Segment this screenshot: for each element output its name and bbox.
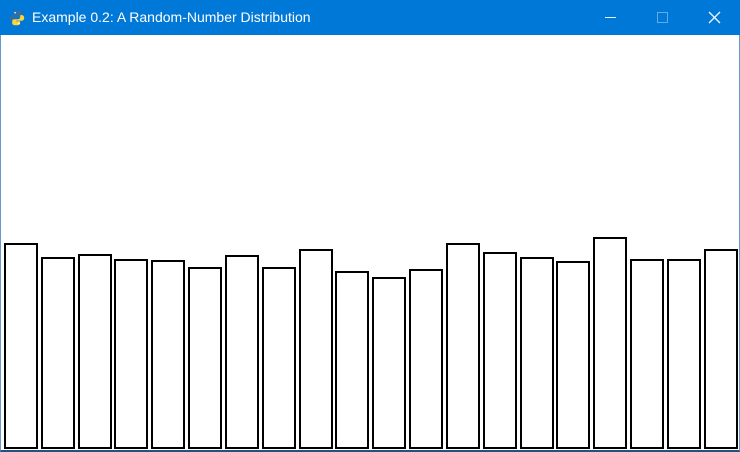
minimize-icon [604, 16, 616, 19]
maximize-icon [656, 12, 668, 23]
histogram-bar [335, 271, 369, 449]
histogram-bar [520, 257, 554, 449]
histogram-bar [188, 267, 222, 449]
minimize-button[interactable] [584, 0, 636, 35]
maximize-button[interactable] [636, 0, 688, 35]
histogram-bar [446, 243, 480, 449]
histogram-bar [630, 259, 664, 449]
window-title: Example 0.2: A Random-Number Distributio… [32, 9, 311, 25]
histogram-bar [483, 252, 517, 449]
histogram-bar [667, 259, 701, 449]
python-logo-icon[interactable] [9, 10, 25, 26]
titlebar[interactable]: Example 0.2: A Random-Number Distributio… [0, 0, 740, 35]
histogram-bar [225, 255, 259, 449]
histogram-bar [78, 254, 112, 449]
histogram-bar [556, 261, 590, 449]
histogram-bar [704, 249, 738, 449]
histogram-bar [409, 269, 443, 449]
window-controls [584, 0, 740, 35]
histogram-bar [114, 259, 148, 449]
histogram-canvas [0, 35, 740, 452]
histogram-bar [41, 257, 75, 449]
histogram-bar [593, 237, 627, 449]
histogram-bar [299, 249, 333, 449]
histogram-bar [151, 260, 185, 449]
histogram-bar [372, 277, 406, 449]
close-button[interactable] [688, 0, 740, 35]
histogram-bar [4, 243, 38, 449]
close-icon [708, 11, 720, 24]
histogram-bar [262, 267, 296, 449]
